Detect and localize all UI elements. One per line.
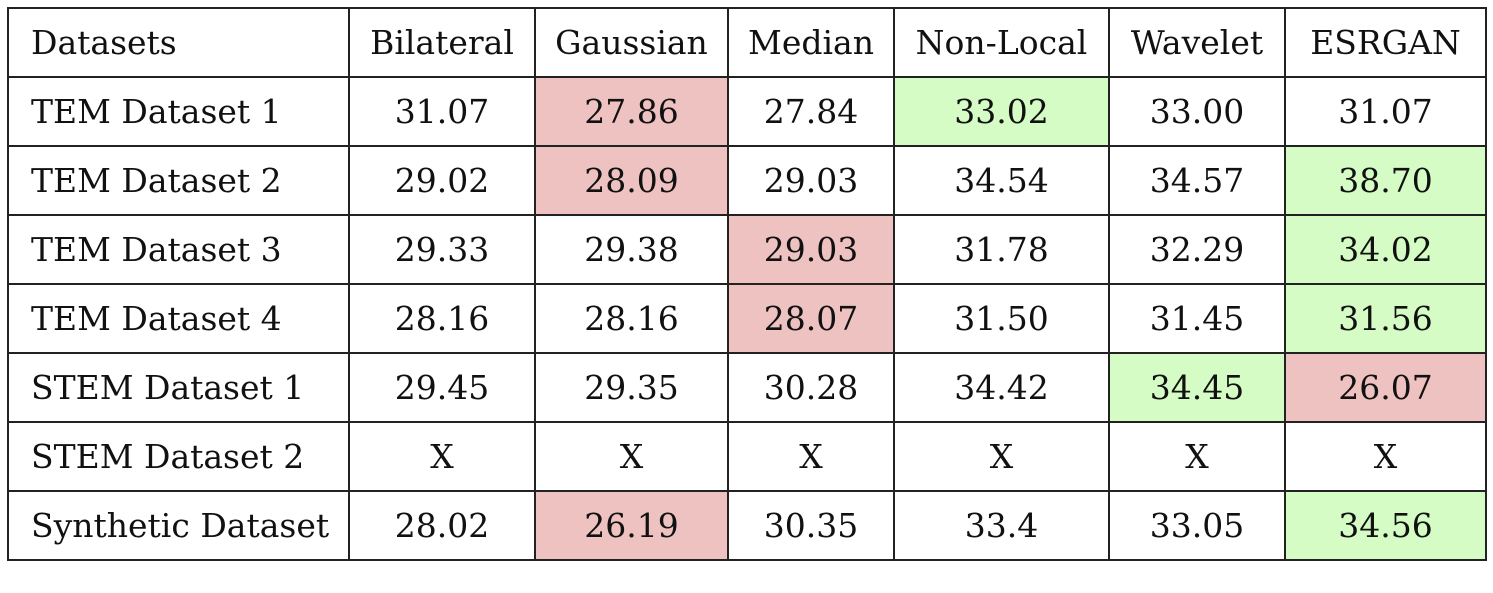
table-row: TEM Dataset 1 31.07 27.86 27.84 33.02 33.00 31… [7, 76, 1487, 147]
table-cell: 29.03 [727, 214, 895, 285]
header-gaussian: Gaussian [534, 7, 729, 78]
table-cell: 28.02 [348, 490, 536, 561]
row-label: TEM Dataset 1 [7, 76, 350, 147]
table-cell: 28.09 [534, 145, 729, 216]
table-cell: 31.50 [893, 283, 1110, 354]
table-cell: 31.45 [1108, 283, 1286, 354]
table-cell: 38.70 [1284, 145, 1487, 216]
row-label: TEM Dataset 3 [7, 214, 350, 285]
header-bilateral: Bilateral [348, 7, 536, 78]
table-body: TEM Dataset 1 31.07 27.86 27.84 33.02 33.00 31… [7, 76, 1487, 561]
table-cell: 33.05 [1108, 490, 1286, 561]
table-cell: 31.56 [1284, 283, 1487, 354]
table-cell: 34.57 [1108, 145, 1286, 216]
table-cell: X [348, 421, 536, 492]
table-cell: 28.16 [348, 283, 536, 354]
table-cell: 29.33 [348, 214, 536, 285]
table-cell: 31.78 [893, 214, 1110, 285]
table-cell: 34.45 [1108, 352, 1286, 423]
table-cell: X [534, 421, 729, 492]
table-cell: 26.19 [534, 490, 729, 561]
header-median: Median [727, 7, 895, 78]
table-row: TEM Dataset 3 29.33 29.38 29.03 31.78 32.29 34… [7, 214, 1487, 285]
results-table: Datasets Bilateral Gaussian Median Non-L… [7, 7, 1487, 561]
row-label: TEM Dataset 2 [7, 145, 350, 216]
table-cell: 34.54 [893, 145, 1110, 216]
header-datasets: Datasets [7, 7, 350, 78]
table-cell: 29.45 [348, 352, 536, 423]
table-cell: X [1108, 421, 1286, 492]
table-row: Synthetic Dataset 28.02 26.19 30.35 33.4 33.0… [7, 490, 1487, 561]
header-esrgan: ESRGAN [1284, 7, 1487, 78]
table-cell: 30.28 [727, 352, 895, 423]
table-cell: 28.07 [727, 283, 895, 354]
row-label: Synthetic Dataset [7, 490, 350, 561]
row-label: TEM Dataset 4 [7, 283, 350, 354]
row-label: STEM Dataset 2 [7, 421, 350, 492]
header-row: Datasets Bilateral Gaussian Median Non-L… [7, 7, 1487, 78]
table-cell: 31.07 [1284, 76, 1487, 147]
table-cell: 34.02 [1284, 214, 1487, 285]
table-cell: 32.29 [1108, 214, 1286, 285]
table-cell: 31.07 [348, 76, 536, 147]
table-cell: X [727, 421, 895, 492]
table-cell: 29.38 [534, 214, 729, 285]
table-cell: X [1284, 421, 1487, 492]
table-cell: 28.16 [534, 283, 729, 354]
table-row: STEM Dataset 1 29.45 29.35 30.28 34.42 34.45 2… [7, 352, 1487, 423]
table-row: TEM Dataset 2 29.02 28.09 29.03 34.54 34.57 38… [7, 145, 1487, 216]
table-cell: 33.4 [893, 490, 1110, 561]
table-cell: 34.56 [1284, 490, 1487, 561]
table-cell: 34.42 [893, 352, 1110, 423]
table-cell: 33.00 [1108, 76, 1286, 147]
table-cell: 29.03 [727, 145, 895, 216]
table-cell: 33.02 [893, 76, 1110, 147]
row-label: STEM Dataset 1 [7, 352, 350, 423]
header-non-local: Non-Local [893, 7, 1110, 78]
table-row: TEM Dataset 4 28.16 28.16 28.07 31.50 31.45 31… [7, 283, 1487, 354]
table-cell: 27.84 [727, 76, 895, 147]
table-cell: 30.35 [727, 490, 895, 561]
header-wavelet: Wavelet [1108, 7, 1286, 78]
table-cell: X [893, 421, 1110, 492]
table-cell: 26.07 [1284, 352, 1487, 423]
table-cell: 29.02 [348, 145, 536, 216]
table-cell: 29.35 [534, 352, 729, 423]
table-cell: 27.86 [534, 76, 729, 147]
